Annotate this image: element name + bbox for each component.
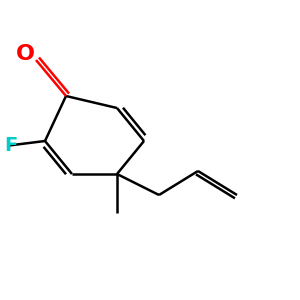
Text: O: O [16,44,35,64]
Text: F: F [4,136,18,155]
